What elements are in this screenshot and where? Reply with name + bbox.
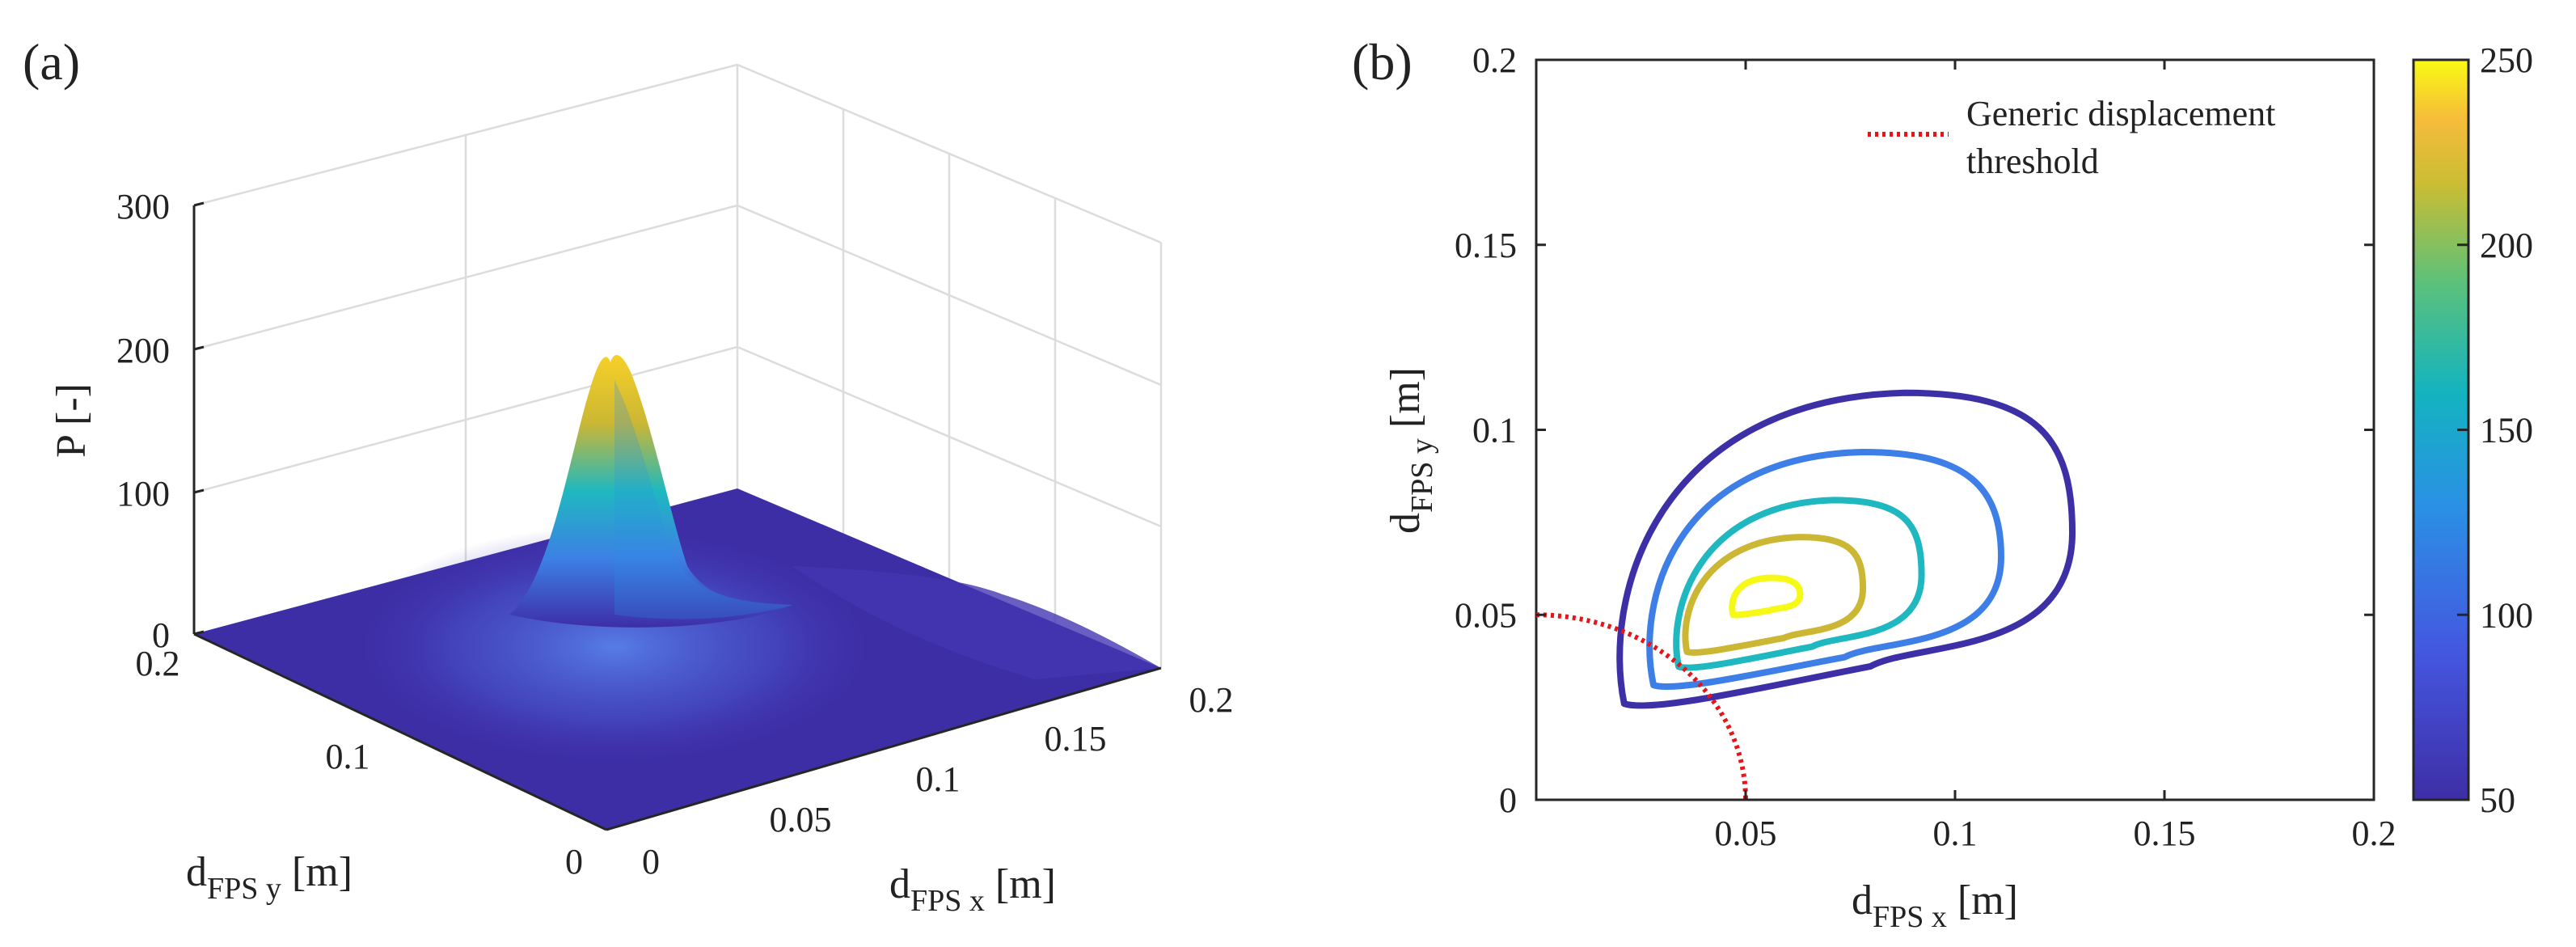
panel-b-contour-plot: (b) 0.05 0.1 0.15 0.2 00.050.10.150.2 dFPS … — [1352, 33, 2533, 934]
x-tick-label: 0.1 — [1933, 814, 1978, 853]
y-tick-label: 0.1 — [1472, 411, 1517, 450]
surface-peak-shade — [614, 380, 792, 619]
colorbar-tick-label: 100 — [2480, 595, 2533, 635]
y-tick-label: 0.2 — [136, 644, 180, 683]
x-axis-label: dFPS x [m] — [1852, 877, 2018, 934]
legend-label-line2: threshold — [1966, 142, 2099, 181]
x-axis-label-space — [985, 861, 995, 907]
x-tick-label: 0.05 — [770, 800, 832, 839]
x-axis-ticks: 0.05 0.1 0.15 0.2 — [1715, 60, 2397, 853]
colorbar-ticks: 50 100 150 200 250 — [2457, 40, 2533, 820]
contour-level-50 — [1616, 389, 2076, 709]
y-axis-label-main: d — [1383, 513, 1429, 534]
x-tick-label: 0.2 — [1189, 680, 1234, 720]
y-axis-label-space — [1383, 428, 1429, 438]
y-axis-label-sub: FPS y — [207, 872, 281, 906]
colorbar-tick-label: 250 — [2480, 40, 2533, 80]
contour-lines — [1616, 389, 2076, 709]
z-tick-label: 300 — [116, 187, 170, 226]
colorbar-tick-label: 200 — [2480, 226, 2533, 265]
y-axis-label: dFPS y [m] — [186, 849, 353, 906]
contour-level-100 — [1646, 448, 2004, 690]
x-tick-label: 0.2 — [2352, 814, 2397, 853]
z-tick-label: 0 — [152, 615, 170, 655]
x-tick-label: 0 — [642, 842, 660, 881]
legend-label-line1: Generic displacement — [1966, 94, 2275, 133]
x-axis-ticks: 0 0.05 0.1 0.15 0.2 — [642, 680, 1234, 881]
z-tick-label: 100 — [116, 474, 170, 514]
axes-3d — [192, 205, 1162, 831]
x-tick-label: 0.15 — [1045, 719, 1107, 759]
grid-right-wall — [737, 63, 1163, 668]
panel-a-surface-plot: (a) — [23, 33, 1234, 918]
surface-glow — [348, 526, 881, 768]
y-tick-label: 0 — [565, 842, 583, 881]
x-tick-label: 0.05 — [1715, 814, 1777, 853]
colorbar-tick-label: 50 — [2480, 780, 2515, 820]
y-axis-ticks: 0 0.1 0.2 — [136, 644, 584, 881]
surface-peak — [509, 354, 792, 628]
y-tick-label: 0.1 — [326, 737, 370, 776]
y-tick-label: 0.05 — [1455, 595, 1517, 635]
contour-level-200 — [1682, 534, 1867, 656]
y-axis-label: dFPS y [m] — [1383, 367, 1439, 534]
x-axis-label-space — [1947, 877, 1957, 924]
y-axis-label-unit: [m] — [1383, 367, 1429, 428]
x-axis-label-sub: FPS x — [910, 884, 985, 918]
x-axis-label-unit: [m] — [995, 861, 1056, 907]
grid-left-wall — [193, 63, 739, 561]
y-tick-label: 0 — [1499, 780, 1517, 820]
x-axis-label: dFPS x [m] — [889, 861, 1056, 918]
x-tick-label: 0.15 — [2134, 814, 2196, 853]
contour-level-150 — [1673, 497, 1925, 671]
plot-area — [1535, 58, 2375, 801]
z-axis-ticks: 0 100 200 300 — [116, 187, 205, 655]
x-axis-label-main: d — [889, 861, 910, 907]
y-axis-label-space — [281, 849, 292, 895]
colorbar-tick-label: 150 — [2480, 411, 2533, 450]
contour-level-250 — [1729, 574, 1804, 619]
legend: Generic displacement threshold — [1868, 94, 2275, 181]
x-axis-label-main: d — [1852, 877, 1873, 924]
colorbar: 50 100 150 200 250 — [2412, 40, 2533, 820]
x-axis-label-unit: [m] — [1957, 877, 2018, 924]
y-tick-label: 0.15 — [1455, 226, 1517, 265]
z-tick-label: 200 — [116, 331, 170, 370]
panel-b-label: (b) — [1352, 33, 1413, 91]
x-tick-label: 0.1 — [916, 759, 961, 799]
y-axis-ticks: 0 0.05 0.1 0.15 0.2 — [1455, 40, 2374, 820]
z-axis-label: P [-] — [49, 383, 95, 458]
y-axis-label-main: d — [186, 849, 207, 895]
threshold-arc — [1535, 612, 1748, 801]
y-axis-label-sub: FPS y — [1405, 438, 1439, 513]
x-axis-label-sub: FPS x — [1873, 900, 1947, 934]
y-axis-label-unit: [m] — [292, 849, 353, 895]
panel-a-label: (a) — [23, 33, 80, 91]
y-tick-label: 0.2 — [1472, 40, 1517, 80]
surface-ridge — [792, 566, 1161, 679]
